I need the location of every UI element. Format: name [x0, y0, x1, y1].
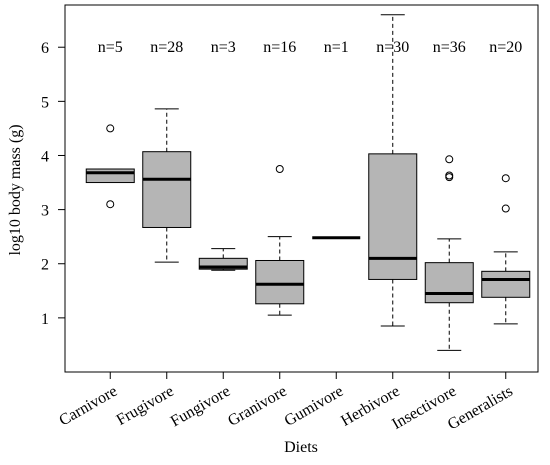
x-tick-label: Carnivore	[56, 383, 120, 430]
outlier	[445, 173, 454, 182]
n-label: n=20	[489, 39, 522, 56]
box	[255, 259, 305, 305]
x-tick-label: Fungivore	[168, 383, 233, 431]
outlier	[501, 204, 510, 213]
y-tick-label: 6	[41, 40, 49, 57]
n-label: n=36	[433, 39, 466, 56]
outlier	[106, 124, 115, 133]
outlier	[445, 155, 454, 164]
plot-frame	[64, 4, 539, 373]
x-axis-label: Diets	[284, 439, 318, 456]
n-label: n=16	[263, 39, 296, 56]
y-tick-label: 3	[41, 203, 49, 220]
n-label: n=3	[211, 39, 236, 56]
n-label: n=5	[98, 39, 123, 56]
x-tick-label: Frugivore	[114, 383, 177, 429]
box	[85, 168, 135, 184]
x-tick-label: Generalists	[445, 383, 516, 434]
outlier	[445, 171, 454, 180]
y-tick-label: 4	[41, 148, 49, 165]
x-tick-label: Granivore	[225, 383, 290, 430]
y-tick-label: 1	[41, 311, 49, 328]
x-tick-label: Gumivore	[282, 383, 347, 430]
y-axis-label: log10 body mass (g)	[7, 124, 24, 255]
outlier	[106, 200, 115, 209]
outlier	[275, 165, 284, 174]
box	[424, 262, 474, 304]
box	[481, 270, 531, 298]
box	[368, 153, 418, 280]
n-label: n=1	[324, 39, 349, 56]
y-tick-label: 5	[41, 94, 49, 111]
box	[142, 151, 192, 228]
box	[198, 257, 248, 270]
n-label: n=28	[150, 39, 183, 56]
y-tick-label: 2	[41, 257, 49, 274]
outlier	[501, 174, 510, 183]
